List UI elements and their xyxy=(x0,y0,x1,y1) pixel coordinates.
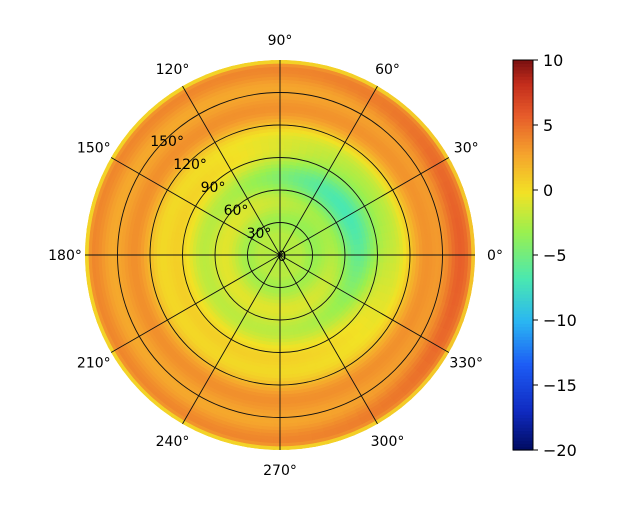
heatmap-field xyxy=(85,60,475,450)
